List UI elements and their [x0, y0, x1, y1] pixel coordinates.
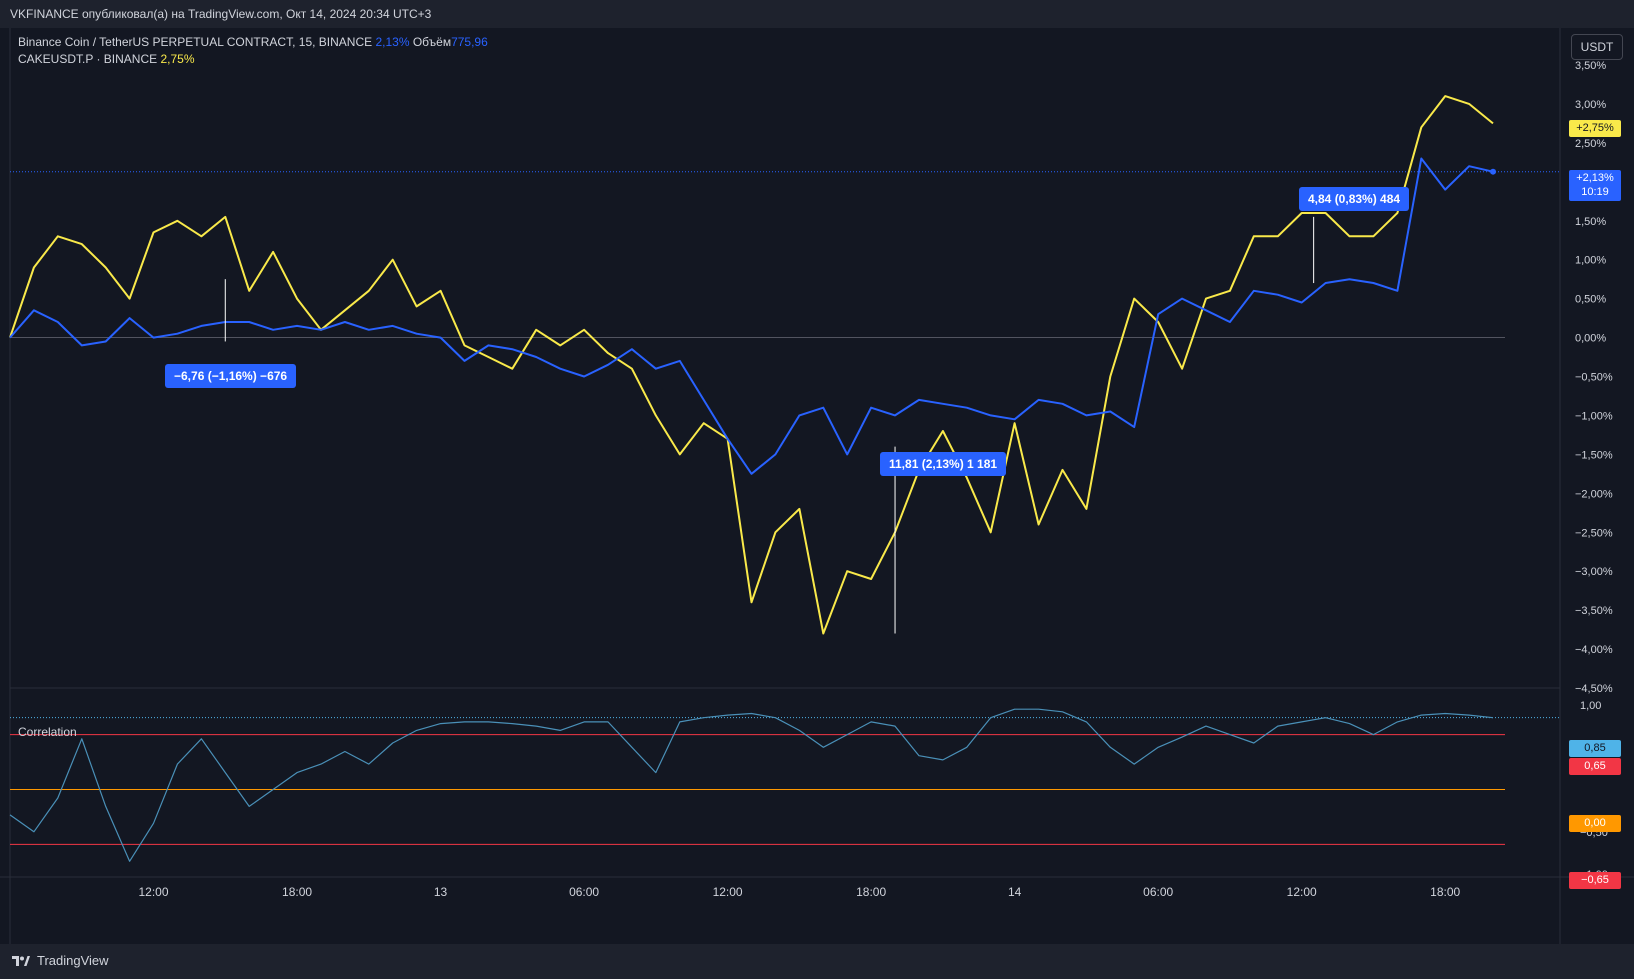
time-tick-label: 12:00 — [713, 885, 743, 899]
correlation-lower-badge: −0,65 — [1569, 872, 1621, 889]
footer-bar: TradingView — [0, 944, 1634, 979]
time-tick-label: 18:00 — [1430, 885, 1460, 899]
measurement-label-3[interactable]: 4,84 (0,83%) 484 — [1299, 187, 1410, 211]
chart-canvas[interactable]: 3,50% 3,00% 2,50% 1,50% 1,00% 0,50% 0,00% −0,50… — [0, 28, 1634, 944]
correlation-tick-label: 1,00 — [1580, 700, 1601, 712]
price-tick-label: −2,00% — [1575, 488, 1613, 500]
legend-volume-value: 775,96 — [451, 35, 488, 49]
price-tick-label: 3,00% — [1575, 99, 1606, 111]
footer-brand: TradingView — [37, 953, 109, 968]
time-tick-label: 13 — [434, 885, 448, 899]
compare-price-badge: +2,75% — [1569, 120, 1621, 137]
price-tick-label: −3,00% — [1575, 566, 1613, 578]
time-tick-label: 06:00 — [1143, 885, 1173, 899]
price-tick-label: 1,00% — [1575, 255, 1606, 267]
levels-layer — [10, 171, 1560, 845]
price-tick-label: −4,00% — [1575, 644, 1613, 656]
legend-main-change: 2,13% — [375, 35, 410, 49]
grid-layer — [0, 28, 1634, 944]
price-tick-label: −0,50% — [1575, 372, 1613, 384]
main-price-badge: +2,13% — [1569, 170, 1621, 187]
legend-main-label: Binance Coin / TetherUS PERPETUAL CONTRA… — [18, 35, 373, 49]
bar-countdown-badge: 10:19 — [1569, 184, 1621, 201]
correlation-upper-badge: 0,65 — [1569, 758, 1621, 775]
compare-series-line — [9, 95, 1494, 635]
price-tick-label: −2,50% — [1575, 527, 1613, 539]
publisher-line: VKFINANCE опубликовал(а) на TradingView.… — [10, 7, 432, 21]
time-tick-label: 12:00 — [1287, 885, 1317, 899]
correlation-series-line — [9, 708, 1494, 862]
correlation-zero-badge: 0,00 — [1569, 815, 1621, 832]
price-tick-label: −1,50% — [1575, 449, 1613, 461]
tradingview-logo-icon — [12, 955, 30, 966]
correlation-title: Correlation — [18, 725, 77, 739]
time-tick-label: 14 — [1008, 885, 1022, 899]
measurement-label-2[interactable]: 11,81 (2,13%) 1 181 — [880, 452, 1007, 476]
correlation-current-badge: 0,85 — [1569, 740, 1621, 757]
price-tick-label: 2,50% — [1575, 138, 1606, 150]
legend-volume-label: Объём — [412, 35, 452, 49]
legend-compare-change: 2,75% — [160, 52, 195, 66]
time-tick-label: 18:00 — [856, 885, 886, 899]
time-tick-label: 06:00 — [569, 885, 599, 899]
main-series-line — [9, 157, 1494, 475]
price-tick-label: −3,50% — [1575, 605, 1613, 617]
tradingview-logo[interactable]: TradingView — [10, 953, 109, 968]
measurement-label-1[interactable]: −6,76 (−1,16%) −676 — [165, 364, 297, 388]
time-tick-label: 18:00 — [282, 885, 312, 899]
legend-main[interactable]: Binance Coin / TetherUS PERPETUAL CONTRA… — [18, 35, 488, 49]
series-layer — [9, 95, 1497, 862]
price-tick-label: −4,50% — [1575, 683, 1613, 695]
legend-compare[interactable]: CAKEUSDT.P · BINANCE 2,75% — [18, 52, 195, 66]
time-tick-label: 12:00 — [139, 885, 169, 899]
price-tick-label: 3,50% — [1575, 60, 1606, 72]
price-tick-label: 0,00% — [1575, 333, 1606, 345]
legend-compare-label: CAKEUSDT.P · BINANCE — [18, 52, 158, 66]
publisher-bar: VKFINANCE опубликовал(а) на TradingView.… — [0, 0, 1634, 28]
currency-button[interactable]: USDT — [1571, 34, 1623, 60]
axis-layer: 3,50% 3,00% 2,50% 1,50% 1,00% 0,50% 0,00% −0,50… — [139, 60, 1613, 899]
main-last-point — [1490, 168, 1497, 175]
price-tick-label: −1,00% — [1575, 410, 1613, 422]
price-tick-label: 1,50% — [1575, 216, 1606, 228]
price-tick-label: 0,50% — [1575, 294, 1606, 306]
